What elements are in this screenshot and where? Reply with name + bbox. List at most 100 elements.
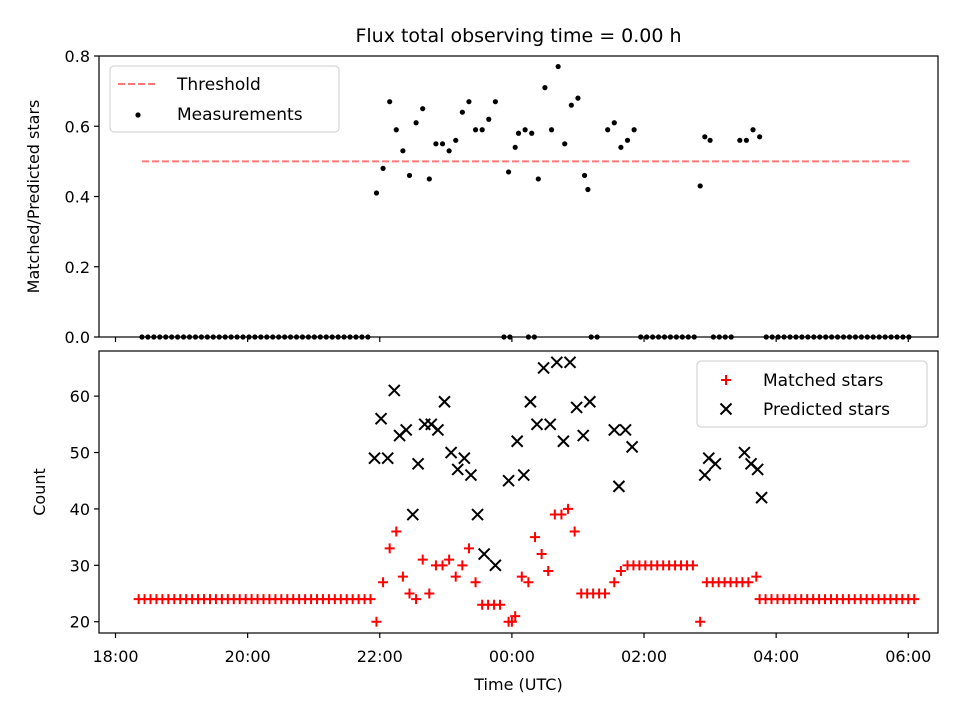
matched-star-marker [609,577,620,588]
bottom-ytick-label: 60 [70,387,90,406]
predicted-star-marker [583,395,597,408]
top-ytick-label: 0.4 [65,188,90,207]
predicted-star-marker [438,395,451,408]
bottom-xtick-label: 22:00 [357,647,403,666]
predicted-star-marker [399,423,413,437]
bottom-xtick-label: 04:00 [753,647,799,666]
measurement-point [380,165,386,171]
bottom-ytick-label: 50 [70,444,90,463]
measurement-point [555,63,561,70]
measurement-point [387,99,393,105]
bottom-xlabel: Time (UTC) [473,675,562,694]
measurement-point [446,148,452,154]
matched-star-marker [743,577,754,588]
measurement-point [505,169,512,175]
chart-title: Flux total observing time = 0.00 h [355,25,681,47]
predicted-star-marker [368,451,381,465]
top-legend-box [109,65,340,133]
measurement-point [522,127,528,133]
predicted-star-marker [451,463,464,476]
predicted-star-marker [374,412,388,425]
predicted-star-marker [477,547,491,561]
measurement-point [707,137,713,143]
predicted-star-marker [489,559,502,572]
matched-star-marker [384,543,395,554]
top-panel: 0.0 0.2 0.4 0.6 0.8 Matched/Predicted stars Th… [24,47,939,347]
measurement-point [420,106,426,112]
matched-star-marker [569,526,580,537]
matched-star-marker [424,588,435,599]
measurement-point [459,109,465,115]
predicted-star-marker [537,361,550,375]
bottom-ytick-label: 20 [70,613,90,632]
legend-matched-label: Matched stars [763,371,883,391]
predicted-star-marker [625,440,639,454]
matched-star-marker [470,577,481,588]
predicted-star-marker [751,463,764,476]
measurement-point [535,176,541,182]
matched-star-marker [556,509,567,520]
predicted-star-marker [563,356,577,369]
predicted-star-marker [458,451,471,465]
measurement-point [562,141,568,147]
matched-star-marker [563,503,574,514]
matched-star-marker [463,543,474,554]
matched-star-marker [523,577,534,588]
matched-star-marker [909,594,920,605]
predicted-star-marker [530,418,544,431]
predicted-star-marker [510,435,524,448]
measurement-point [492,99,498,105]
predicted-star-marker [608,423,621,437]
predicted-star-marker [698,468,712,482]
measurement-point [373,190,380,196]
bottom-xtick-label: 18:00 [92,647,138,666]
measurement-point [529,130,535,136]
measurement-point [512,144,518,150]
top-legend: Threshold Measurements [109,65,340,133]
measurement-point [393,127,399,133]
legend-predicted-label: Predicted stars [763,400,890,420]
bottom-xtick-label: 20:00 [225,647,271,666]
bottom-xtick-label: 00:00 [489,647,535,666]
bottom-plot-frame [98,350,939,634]
measurement-point [697,183,703,189]
predicted-star-marker [619,423,632,437]
measurement-point [466,99,472,105]
matched-star-marker [536,549,547,560]
measurement-point [624,137,631,143]
legend-measurements-swatch [135,112,141,118]
measurement-point [631,127,637,133]
measurement-point [568,102,574,108]
predicted-star-marker [381,451,394,465]
predicted-star-marker [517,468,530,482]
matched-star-marker [530,532,541,543]
predicted-star-marker [524,395,537,408]
legend-measurements-label: Measurements [177,105,303,125]
predicted-star-marker [388,384,401,397]
predicted-star-marker [738,446,751,459]
matched-star-marker [371,616,382,627]
bottom-legend: Matched stars Predicted stars [696,360,928,428]
top-ytick-label: 0.8 [65,47,90,66]
bottom-xtick-label: 02:00 [621,647,667,666]
measurement-point [618,144,624,150]
bottom-panel: 20 30 40 50 60 18:00 20:00 22:00 00:00 02:00 04:00… [30,350,939,694]
bottom-legend-box [696,360,928,428]
predicted-star-marker [502,474,515,487]
predicted-star-marker [411,457,425,471]
predicted-star-marker [471,508,484,521]
predicted-star-marker [755,491,768,504]
predicted-star-marker [544,418,557,431]
legend-matched-swatch [721,375,731,385]
matched-star-marker [543,565,554,576]
predicted-star-marker [577,429,590,442]
predicted-star-marker [550,356,564,369]
matched-star-marker [450,571,461,582]
matched-star-marker [444,554,455,565]
predicted-star-marker [709,457,722,471]
bottom-xtick-label: 06:00 [885,647,931,666]
predicted-star-marker [570,401,583,414]
bottom-ylabel: Count [30,468,49,516]
measurement-point [433,141,439,147]
